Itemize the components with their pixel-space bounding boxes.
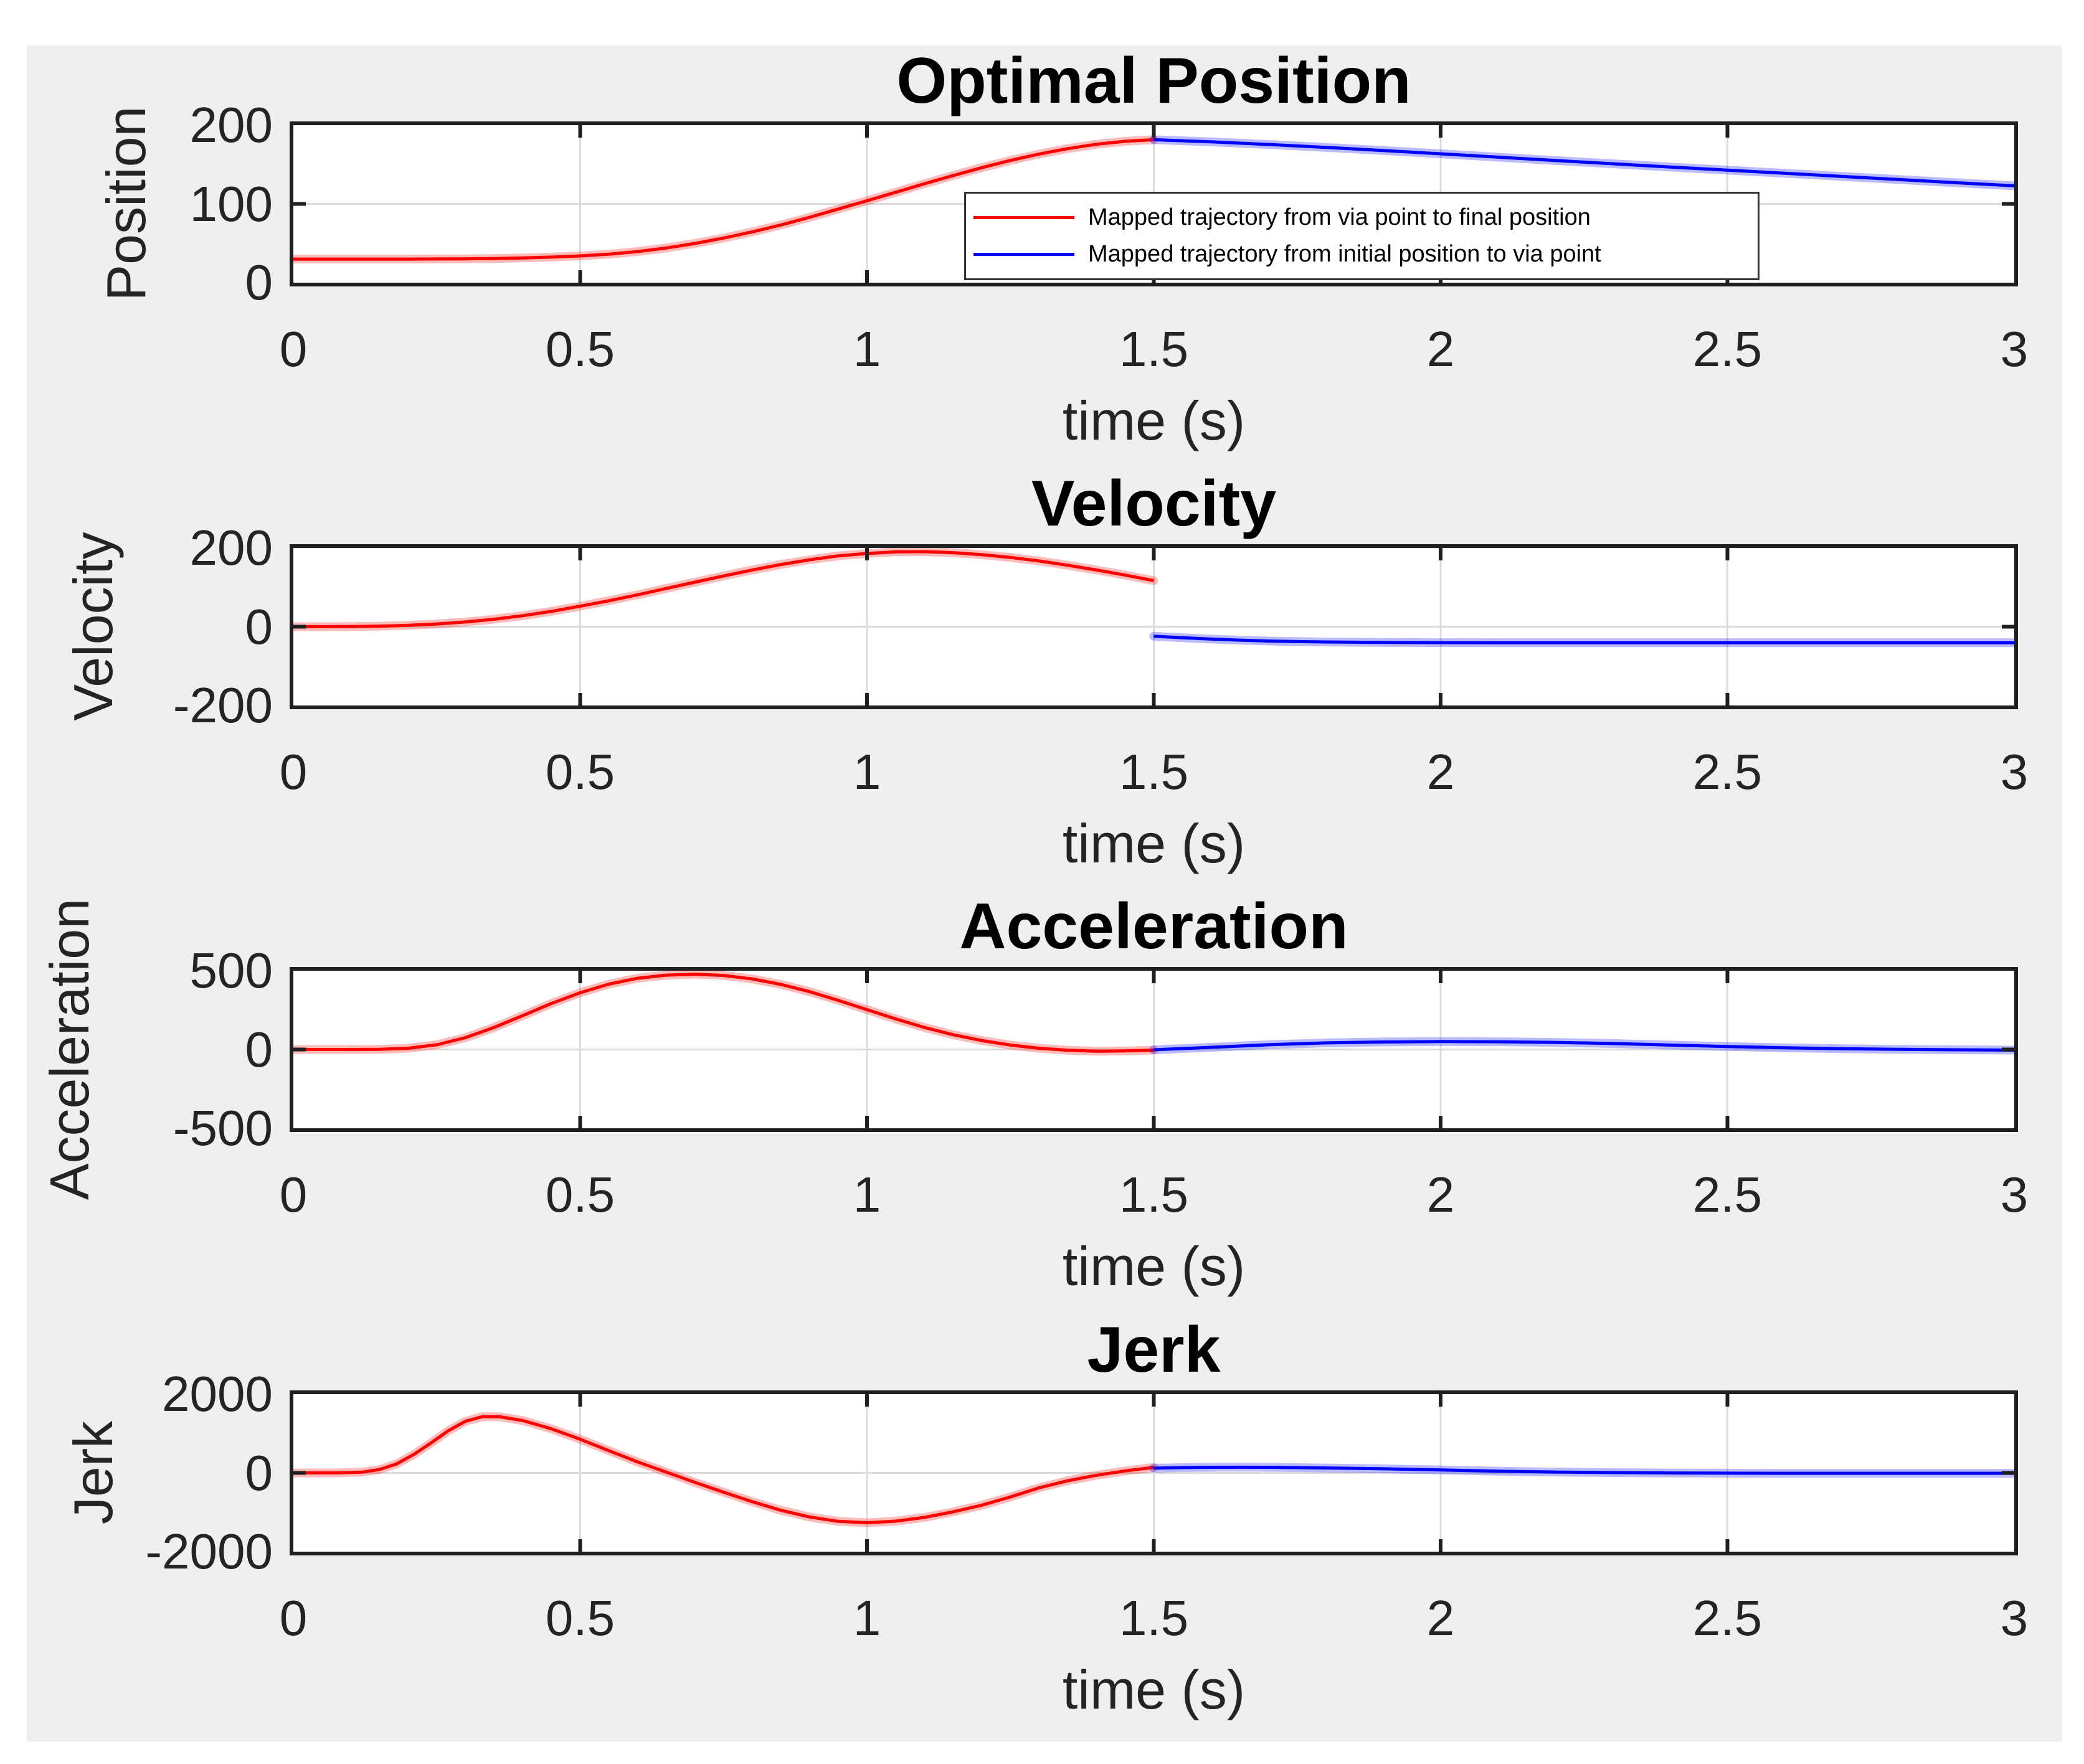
series-line-red — [293, 973, 1154, 1053]
series-halo-red — [293, 971, 1158, 1056]
x-tick-label: 2 — [1426, 321, 1455, 377]
y-tick-label: 0 — [245, 1021, 273, 1077]
y-tick-label: 200 — [189, 520, 273, 575]
plot-area — [290, 967, 2018, 1132]
x-axis-label: time (s) — [1062, 1659, 1246, 1720]
y-tick-label: 200 — [189, 97, 273, 153]
x-tick-label: 0.5 — [545, 1590, 615, 1646]
x-tick-label: 1.5 — [1119, 744, 1189, 799]
x-tick-label: 1.5 — [1119, 321, 1189, 377]
plot-area — [290, 544, 2018, 709]
x-tick-label: 2 — [1426, 1167, 1455, 1222]
y-tick-labels: -500 0 500 — [62, 946, 273, 1153]
y-tick-label: 2000 — [162, 1366, 273, 1422]
x-tick-label: 1 — [853, 1167, 881, 1222]
x-tick-label: 3 — [2000, 1590, 2029, 1646]
chart-title: Jerk — [1087, 1313, 1221, 1386]
series-halo-red — [293, 1412, 1158, 1527]
x-tick-label: 0.5 — [545, 321, 615, 377]
y-tick-label: 0 — [245, 255, 273, 310]
x-tick-label: 0 — [279, 744, 308, 799]
x-tick-label: 2.5 — [1692, 1167, 1763, 1222]
x-tick-labels: 0 0.5 1 1.5 2 2.5 3 — [280, 1166, 2029, 1225]
x-tick-label: 3 — [2000, 321, 2029, 377]
chart-title: Acceleration — [959, 890, 1348, 963]
y-tick-label: 0 — [245, 598, 273, 654]
x-tick-label: 0 — [279, 321, 308, 377]
legend-line-red-icon — [973, 215, 1074, 219]
series-line-red — [293, 550, 1154, 628]
y-tick-label: 100 — [189, 176, 273, 232]
x-tick-label: 2.5 — [1692, 744, 1763, 799]
x-tick-label: 2 — [1426, 744, 1455, 799]
x-tick-label: 2.5 — [1692, 1590, 1763, 1646]
legend-entry: Mapped trajectory from initial position … — [966, 241, 1758, 268]
x-tick-label: 3 — [2000, 744, 2029, 799]
x-axis-label: time (s) — [1062, 390, 1246, 451]
legend: Mapped trajectory from via point to fina… — [964, 192, 1760, 280]
plot-canvas — [293, 1394, 2014, 1552]
legend-line-blue-icon — [973, 253, 1074, 257]
series-halo-red — [293, 548, 1158, 631]
x-tick-label: 0.5 — [545, 1167, 615, 1222]
series-line-blue — [1153, 138, 2014, 187]
x-tick-label: 0 — [279, 1590, 308, 1646]
x-tick-label: 1 — [853, 321, 881, 377]
series-line-red — [293, 138, 1154, 261]
y-tick-labels: 0 100 200 — [62, 100, 273, 308]
plot-area — [290, 1390, 2018, 1555]
chart-title: Optimal Position — [896, 44, 1411, 117]
legend-label: Mapped trajectory from via point to fina… — [1088, 204, 1591, 230]
x-tick-label: 1.5 — [1119, 1167, 1189, 1222]
y-tick-label: -500 — [173, 1100, 273, 1156]
x-tick-label: 0 — [279, 1167, 308, 1222]
x-tick-label: 0.5 — [545, 744, 615, 799]
series-line-red — [293, 1415, 1154, 1524]
x-tick-label: 1 — [853, 1590, 881, 1646]
x-tick-label: 2 — [1426, 1590, 1455, 1646]
y-tick-labels: -2000 0 2000 — [62, 1369, 273, 1577]
plot-canvas — [293, 548, 2014, 705]
series-line-blue — [1153, 1040, 2014, 1052]
chart-title: Velocity — [1031, 467, 1277, 540]
x-tick-labels: 0 0.5 1 1.5 2 2.5 3 — [280, 1590, 2029, 1649]
y-tick-label: 500 — [189, 943, 273, 998]
y-tick-label: -200 — [173, 677, 273, 733]
x-tick-label: 3 — [2000, 1167, 2029, 1222]
x-tick-label: 1 — [853, 744, 881, 799]
x-axis-label: time (s) — [1062, 813, 1246, 874]
x-tick-label: 1.5 — [1119, 1590, 1189, 1646]
series-line-blue — [1153, 634, 2014, 644]
x-tick-labels: 0 0.5 1 1.5 2 2.5 3 — [280, 743, 2029, 803]
x-axis-label: time (s) — [1062, 1235, 1246, 1297]
series-line-blue — [1153, 1465, 2014, 1475]
plot-canvas — [293, 971, 2014, 1128]
y-tick-label: 0 — [245, 1445, 273, 1501]
legend-entry: Mapped trajectory from via point to fina… — [966, 204, 1758, 231]
y-tick-label: -2000 — [145, 1524, 273, 1579]
legend-label: Mapped trajectory from initial position … — [1088, 241, 1601, 268]
x-tick-labels: 0 0.5 1 1.5 2 2.5 3 — [280, 321, 2029, 380]
x-tick-label: 2.5 — [1692, 321, 1763, 377]
y-tick-labels: -200 0 200 — [62, 523, 273, 730]
